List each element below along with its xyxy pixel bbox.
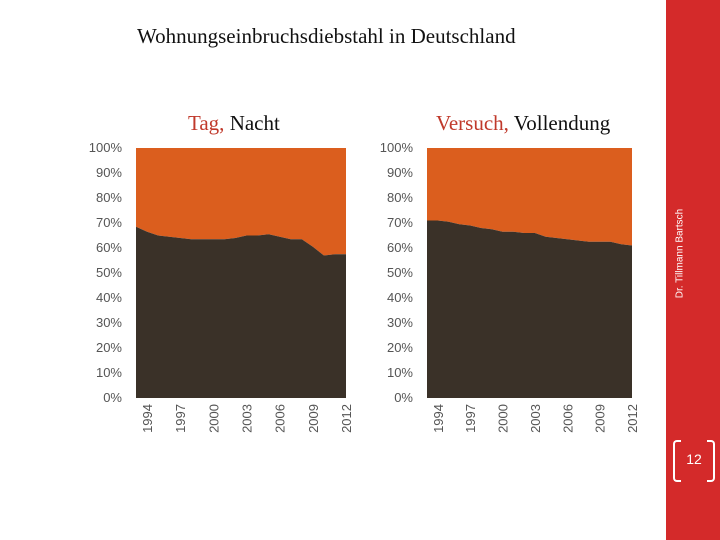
y-tick-label: 20% (387, 340, 413, 355)
chart-title-night: Nacht (229, 111, 280, 135)
chart-title-day: Tag, (188, 111, 225, 135)
page-number-box: 12 (673, 440, 715, 482)
y-tick-label: 70% (387, 215, 413, 230)
y-tick-label: 30% (96, 315, 122, 330)
x-tick-label: 2009 (593, 404, 608, 433)
y-tick-label: 60% (387, 240, 413, 255)
y-tick-label: 20% (96, 340, 122, 355)
page-number: 12 (686, 451, 702, 467)
y-tick-label: 0% (394, 390, 413, 405)
x-tick-label: 2012 (339, 404, 354, 433)
y-tick-label: 60% (96, 240, 122, 255)
y-tick-label: 80% (96, 190, 122, 205)
author-credit: Dr. Tillmann Bartsch (674, 208, 686, 299)
chart-title-completion: Vollendung (513, 111, 611, 135)
y-tick-label: 40% (387, 290, 413, 305)
right-bracket (707, 440, 715, 482)
y-tick-label: 90% (96, 165, 122, 180)
x-tick-label: 1994 (431, 404, 446, 433)
y-tick-label: 10% (96, 365, 122, 380)
chart-title-attempt-completion: Versuch, Vollendung (436, 111, 610, 136)
area-lower-series (427, 220, 632, 398)
x-tick-label: 2006 (273, 404, 288, 433)
y-tick-label: 100% (380, 140, 414, 155)
x-tick-label: 2006 (560, 404, 575, 433)
x-tick-label: 2012 (625, 404, 640, 433)
y-tick-label: 0% (103, 390, 122, 405)
day-night-area-chart: 0% 10% 20% 30% 40% 50% 60% 70% 80% 90% 100% 1994 199… (89, 140, 354, 433)
area-lower-series (136, 226, 346, 398)
x-tick-label: 2003 (528, 404, 543, 433)
chart-title-attempt: Versuch, (436, 111, 509, 135)
x-tick-label: 1997 (463, 404, 478, 433)
x-tick-label: 2003 (240, 404, 255, 433)
chart-title-day-night: Tag, Nacht (188, 111, 280, 136)
x-tick-label: 2009 (306, 404, 321, 433)
sidebar-band (666, 0, 720, 540)
y-tick-label: 80% (387, 190, 413, 205)
y-tick-label: 100% (89, 140, 123, 155)
y-tick-label: 10% (387, 365, 413, 380)
area-upper-series (136, 148, 346, 256)
y-tick-label: 30% (387, 315, 413, 330)
y-tick-label: 70% (96, 215, 122, 230)
y-tick-label: 90% (387, 165, 413, 180)
y-tick-label: 40% (96, 290, 122, 305)
y-tick-label: 50% (96, 265, 122, 280)
attempt-completion-area-chart: 0% 10% 20% 30% 40% 50% 60% 70% 80% 90% 100% 1994 199… (380, 140, 640, 433)
y-tick-label: 50% (387, 265, 413, 280)
x-tick-label: 2000 (206, 404, 221, 433)
left-bracket (673, 440, 681, 482)
x-tick-label: 1997 (173, 404, 188, 433)
slide-title: Wohnungseinbruchsdiebstahl in Deutschlan… (137, 24, 516, 48)
x-tick-label: 1994 (140, 404, 155, 433)
area-upper-series (427, 148, 632, 246)
x-tick-label: 2000 (496, 404, 511, 433)
